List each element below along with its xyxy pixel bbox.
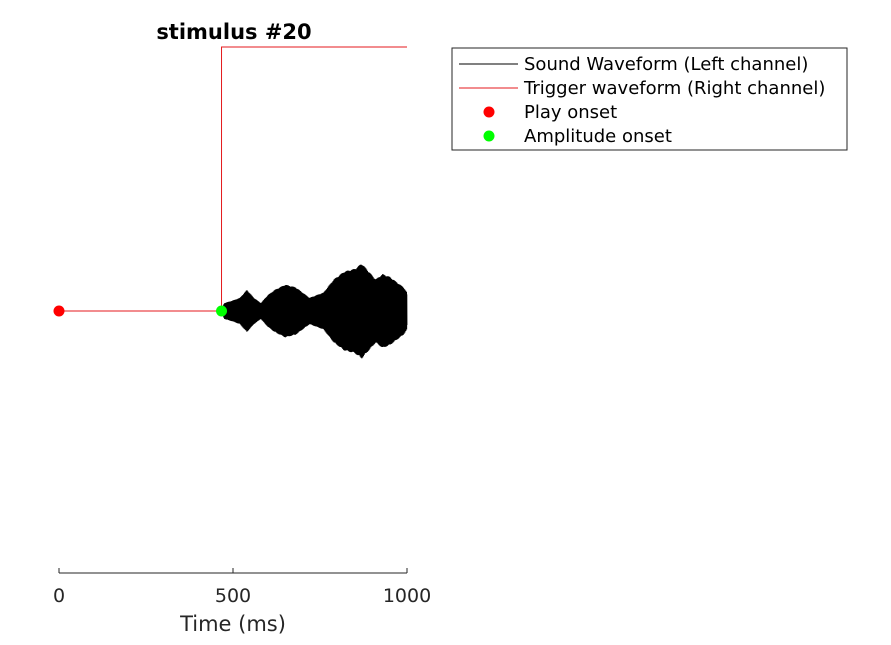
plot-area [53,46,408,359]
legend-swatch-amplitude-onset [483,130,495,142]
legend-swatch-play-onset [483,106,495,118]
legend-box [451,47,848,151]
x-axis-label: Time (ms) [179,612,286,636]
legend: Sound Waveform (Left channel) Trigger wav… [451,47,848,151]
x-tick-label: 500 [215,585,251,607]
play-onset-marker [53,305,65,317]
trigger-waveform-line [59,46,407,312]
x-axis-ticks: 0 500 1000 [53,568,431,607]
legend-label-sound-waveform-left-channel: Sound Waveform (Left channel) [524,54,808,75]
chart-title: stimulus #20 [156,20,311,44]
sound-waveform-line [220,264,408,359]
x-tick-label: 1000 [383,585,431,607]
legend-label-trigger-waveform-right-channel: Trigger waveform (Right channel) [523,78,825,99]
x-tick-label: 0 [53,585,65,607]
amplitude-onset-marker [216,305,228,317]
legend-label-amplitude-onset: Amplitude onset [524,126,672,147]
legend-label-play-onset: Play onset [524,102,617,123]
